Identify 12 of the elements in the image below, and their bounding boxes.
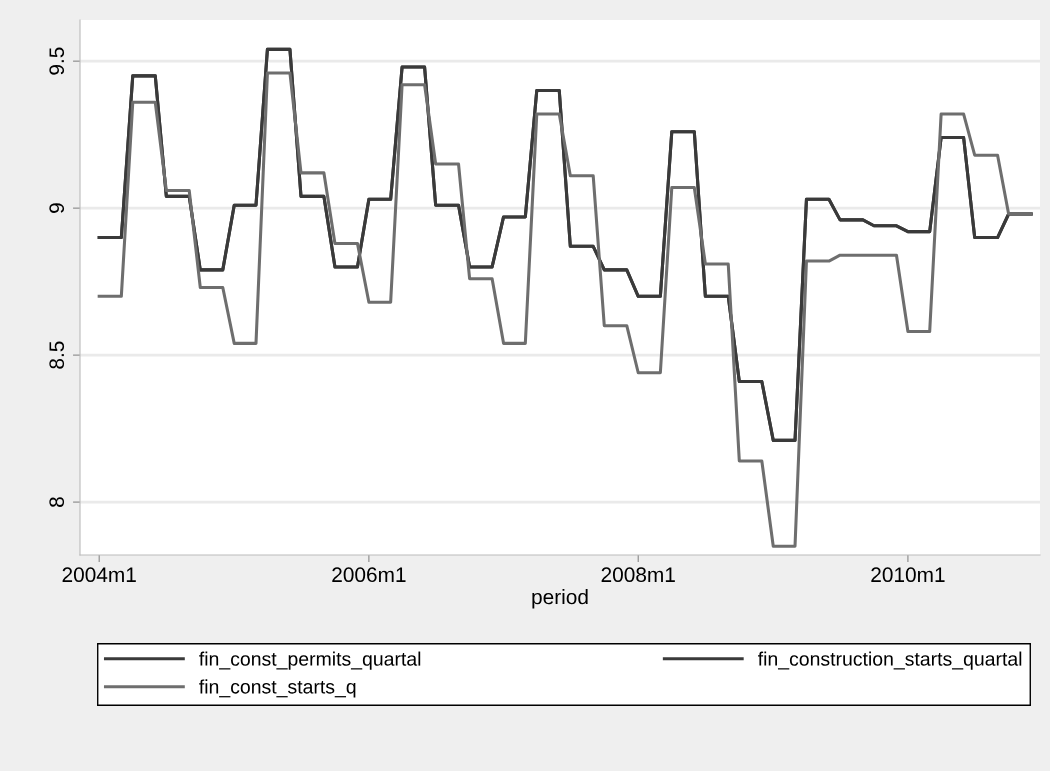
- y-tick-label: 9.5: [49, 47, 65, 75]
- x-tick-label: 2010m1: [871, 567, 945, 583]
- x-tick-label: 2004m1: [62, 567, 136, 583]
- legend-label: fin_const_starts_q: [199, 679, 356, 698]
- y-tick-label: 9: [49, 203, 65, 213]
- y-tick-label: 8.5: [49, 341, 65, 369]
- legend-label: fin_construction_starts_quartal: [757, 651, 1022, 670]
- y-tick-label: 8: [49, 497, 65, 507]
- legend-label: fin_const_permits_quartal: [199, 651, 421, 670]
- x-axis-title: period: [532, 589, 588, 609]
- x-tick-label: 2006m1: [332, 567, 406, 583]
- x-tick-label: 2008m1: [601, 567, 675, 583]
